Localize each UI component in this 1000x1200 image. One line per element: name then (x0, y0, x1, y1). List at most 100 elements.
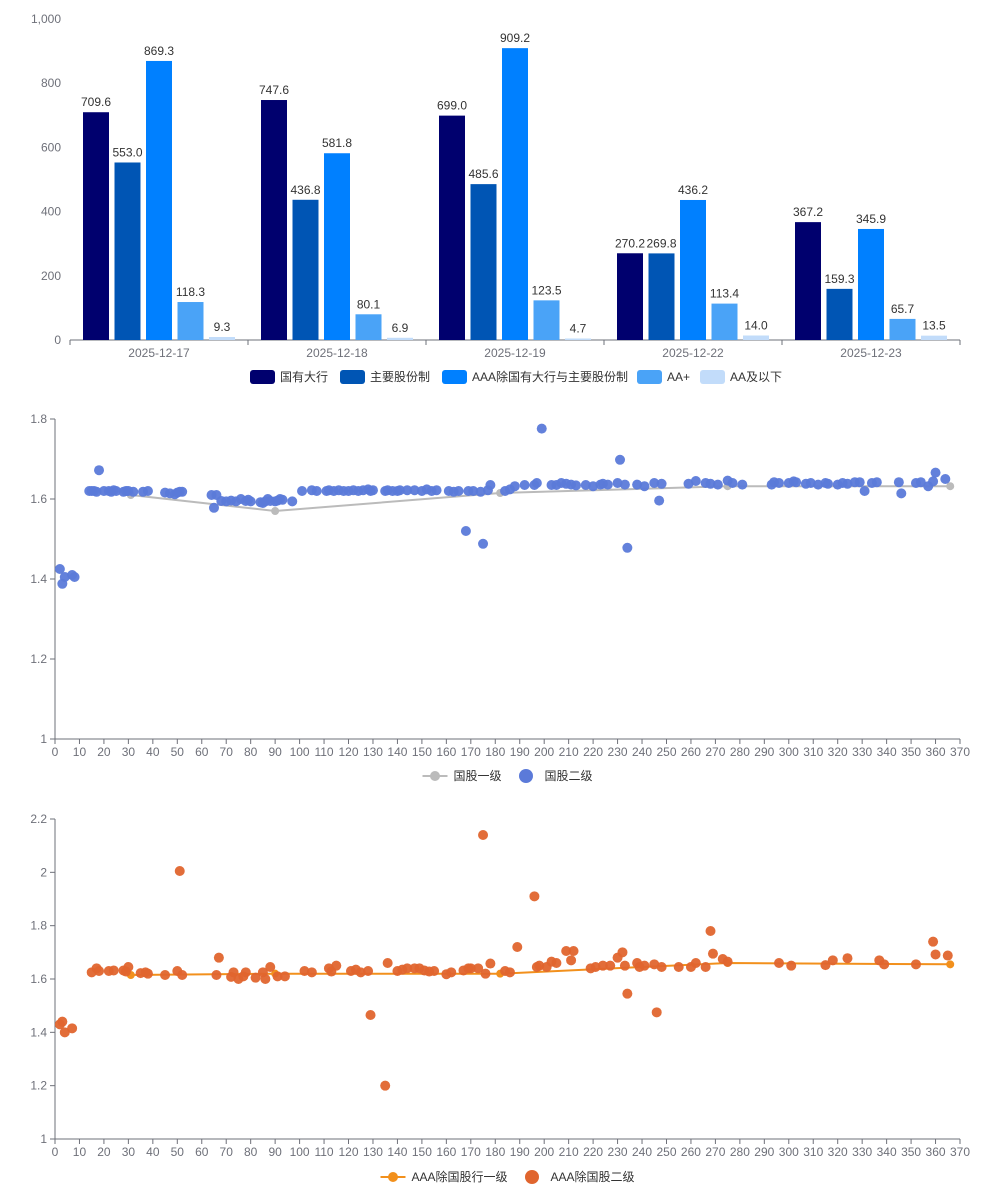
scatter-point (820, 960, 831, 971)
x-tick-label: 80 (244, 1145, 258, 1159)
bar-data-label: 4.7 (570, 321, 587, 335)
scatter-point (54, 564, 65, 574)
scatter-point (446, 967, 457, 978)
bar (324, 153, 350, 340)
scatter-point (529, 891, 540, 902)
bar-data-label: 65.7 (891, 302, 915, 316)
x-tick-label: 330 (852, 745, 872, 759)
x-tick-label: 320 (828, 745, 848, 759)
bar-data-label: 9.3 (214, 320, 231, 334)
bar-data-label: 436.2 (678, 183, 708, 197)
x-tick-label: 290 (754, 1145, 774, 1159)
legend-swatch (340, 370, 365, 384)
scatter-point (705, 926, 716, 936)
scatter-point (786, 960, 797, 971)
scatter-point (651, 1007, 662, 1018)
x-tick-label: 100 (290, 1145, 310, 1159)
scatter-point (893, 477, 904, 488)
scatter-point (367, 485, 378, 496)
bar-data-label: 436.8 (290, 183, 320, 197)
x-tick-label: 150 (412, 745, 432, 759)
scatter-point (619, 960, 630, 971)
x-tick-label: 210 (559, 745, 579, 759)
bar (83, 112, 109, 340)
bar (146, 60, 172, 340)
bar (439, 115, 465, 340)
y-tick-label: 2.2 (30, 812, 47, 826)
bar (648, 253, 675, 340)
x-tick-label: 260 (681, 1145, 701, 1159)
scatter-point (566, 955, 577, 966)
scatter-point (942, 950, 953, 961)
x-tick-label: 160 (436, 1145, 456, 1159)
legend-label: 国有大行 (280, 370, 328, 384)
scatter-point (478, 538, 489, 549)
x-tick-label: 70 (220, 745, 234, 759)
scatter-point (930, 467, 941, 478)
x-tick-label: 40 (146, 1145, 160, 1159)
scatter-point (551, 958, 562, 968)
bar (826, 288, 853, 340)
y-tick-label: 1.2 (30, 1079, 47, 1093)
x-tick-label: 140 (387, 745, 407, 759)
x-tick-label: 340 (877, 1145, 897, 1159)
scatter-point (879, 959, 890, 970)
legend-swatch-dot (430, 771, 440, 781)
bar-data-label: 13.5 (922, 319, 946, 333)
x-tick-label: 90 (268, 1145, 282, 1159)
x-tick-label: 300 (779, 745, 799, 759)
scatter-point (478, 830, 489, 840)
scatter-point (568, 946, 579, 956)
x-tick-label: 250 (656, 745, 676, 759)
scatter-point (213, 952, 224, 963)
bar (177, 302, 204, 340)
legend-label: 国股二级 (545, 769, 593, 783)
scatter-point (465, 963, 476, 974)
bar-data-label: 581.8 (322, 136, 352, 150)
x-tick-label: 350 (901, 1145, 921, 1159)
legend-label: 主要股份制 (370, 370, 430, 384)
x-tick-label: 190 (510, 1145, 530, 1159)
scatter-point (485, 480, 496, 490)
x-tick-label: 30 (122, 1145, 136, 1159)
x-tick-label: 230 (608, 1145, 628, 1159)
scatter-chart-aaa: 1 1.2 1.4 1.6 1.8 2 2.2 0 10 20 30 40 50 60 70 80 90 100 1… (30, 812, 970, 1184)
scatter-point (519, 480, 530, 490)
scatter-point (570, 480, 581, 491)
bar-data-label: 118.3 (176, 285, 205, 299)
scatter-point (656, 478, 667, 489)
y-tick-label: 1.6 (30, 492, 47, 506)
scatter-point (639, 960, 650, 971)
x-tick-label: 30 (122, 745, 136, 759)
bar (858, 228, 884, 340)
scatter-point (485, 958, 496, 969)
scatter-point (827, 955, 838, 966)
scatter-point (910, 959, 921, 970)
legend-label: AA及以下 (730, 370, 782, 384)
x-tick-label: 370 (950, 1145, 970, 1159)
scatter-point (57, 1016, 68, 1027)
x-tick-label: 270 (705, 745, 725, 759)
scatter-point (208, 502, 219, 513)
bar-data-label: 869.3 (144, 44, 174, 58)
scatter-point (602, 479, 613, 490)
scatter-point (561, 946, 572, 956)
y-tick-label: 1.8 (30, 412, 47, 426)
scatter-point (177, 486, 188, 497)
x-tick-label: 160 (436, 745, 456, 759)
bar (209, 337, 235, 340)
scatter-point (279, 971, 290, 982)
scatter-point (871, 477, 882, 488)
x-tick-label: 170 (461, 1145, 481, 1159)
scatter-point (402, 485, 413, 496)
x-tick-label: 270 (705, 1145, 725, 1159)
x-tick-label: 360 (926, 1145, 946, 1159)
x-tick-label: 340 (877, 745, 897, 759)
bar-data-label: 159.3 (824, 272, 854, 286)
x-tick-label: 0 (52, 1145, 59, 1159)
scatter-point (468, 486, 479, 496)
x-tick-label: 320 (828, 1145, 848, 1159)
scatter-point (705, 478, 716, 489)
x-tick-label: 170 (461, 745, 481, 759)
